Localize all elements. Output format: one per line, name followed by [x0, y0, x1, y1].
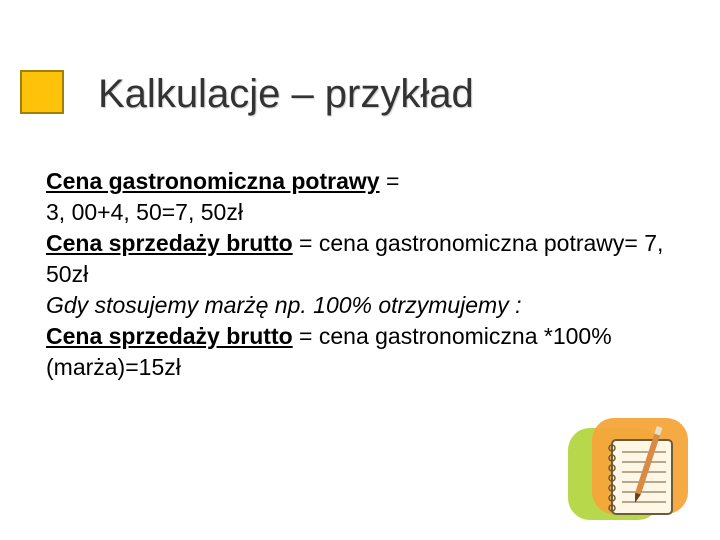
text-equals-1: =: [380, 168, 400, 194]
title-accent-square-icon: [20, 70, 64, 114]
line-5: Cena sprzedaży brutto = cena gastronomic…: [46, 321, 690, 383]
line-3: Cena sprzedaży brutto = cena gastronomic…: [46, 228, 690, 290]
term-sale-price-2: Cena sprzedaży brutto: [46, 323, 293, 349]
term-gastro-price: Cena gastronomiczna potrawy: [46, 168, 380, 194]
notebook-clipart-icon: [562, 418, 692, 528]
term-sale-price-1: Cena sprzedaży brutto: [46, 230, 293, 256]
line-4: Gdy stosujemy marżę np. 100% otrzymujemy…: [46, 290, 690, 321]
slide-body: Cena gastronomiczna potrawy = 3, 00+4, 5…: [46, 166, 690, 383]
slide-title: Kalkulacje – przykład: [98, 72, 474, 117]
line-2: 3, 00+4, 50=7, 50zł: [46, 197, 690, 228]
line-1: Cena gastronomiczna potrawy =: [46, 166, 690, 197]
